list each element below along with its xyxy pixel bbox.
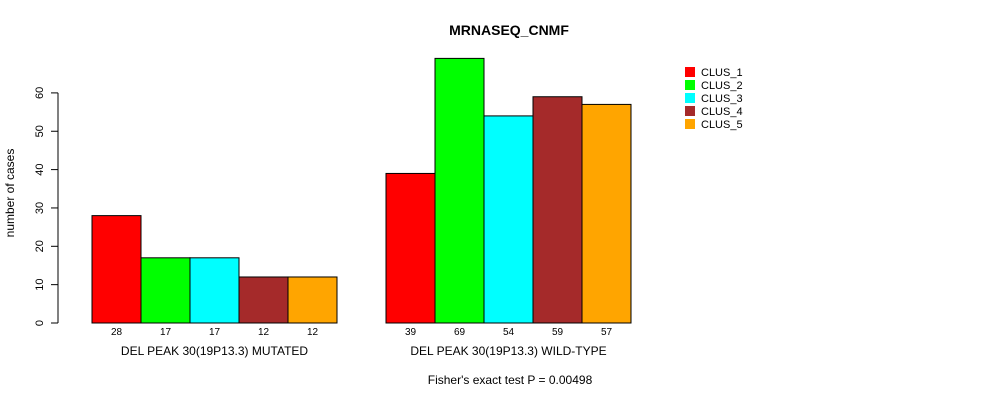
bar-clus-5-group-1 bbox=[287, 276, 338, 324]
bar-clus-4-group-2 bbox=[532, 96, 583, 324]
bar-clus-2-group-2 bbox=[434, 57, 485, 324]
legend-swatch-clus-4 bbox=[685, 106, 695, 116]
count-label-clus-3-group-1: 17 bbox=[209, 327, 221, 338]
bar-clus-3-group-1 bbox=[189, 257, 240, 324]
y-tick-label-10: 10 bbox=[34, 279, 46, 291]
count-label-clus-3-group-2: 54 bbox=[503, 327, 515, 338]
y-tick-label-50: 50 bbox=[34, 125, 46, 137]
y-axis-label: number of cases bbox=[3, 149, 17, 238]
legend-swatch-clus-2 bbox=[685, 80, 695, 90]
y-tick-label-30: 30 bbox=[34, 202, 46, 214]
count-label-clus-2-group-1: 17 bbox=[160, 327, 172, 338]
chart-title: MRNASEQ_CNMF bbox=[449, 22, 569, 38]
bars bbox=[91, 57, 632, 324]
legend-swatch-clus-5 bbox=[685, 119, 695, 129]
y-tick-label-20: 20 bbox=[34, 240, 46, 252]
count-label-clus-4-group-1: 12 bbox=[258, 327, 270, 338]
legend-swatch-clus-1 bbox=[685, 67, 695, 77]
y-tick-label-60: 60 bbox=[34, 87, 46, 99]
legend-label-clus-4: CLUS_4 bbox=[701, 106, 743, 118]
bar-clus-4-group-1 bbox=[238, 276, 289, 324]
group-labels: DEL PEAK 30(19P13.3) MUTATED DEL PEAK 30(… bbox=[121, 344, 607, 358]
count-label-clus-5-group-2: 57 bbox=[601, 327, 613, 338]
count-label-clus-5-group-1: 12 bbox=[307, 327, 319, 338]
bar-clus-3-group-2 bbox=[483, 115, 534, 324]
count-label-clus-1-group-2: 39 bbox=[405, 327, 417, 338]
legend-label-clus-5: CLUS_5 bbox=[701, 119, 743, 131]
group-label-1: DEL PEAK 30(19P13.3) MUTATED bbox=[121, 344, 309, 358]
count-label-clus-4-group-2: 59 bbox=[552, 327, 564, 338]
count-labels: 28 17 17 12 12 39 69 54 59 57 bbox=[111, 327, 613, 338]
legend-label-clus-1: CLUS_1 bbox=[701, 67, 743, 79]
y-tick-label-0: 0 bbox=[34, 320, 46, 326]
count-label-clus-2-group-2: 69 bbox=[454, 327, 466, 338]
bar-clus-1-group-1 bbox=[91, 215, 142, 324]
y-tick-label-40: 40 bbox=[34, 163, 46, 175]
bar-clus-1-group-2 bbox=[385, 172, 436, 324]
group-label-2: DEL PEAK 30(19P13.3) WILD-TYPE bbox=[410, 344, 606, 358]
count-label-clus-1-group-1: 28 bbox=[111, 327, 123, 338]
legend-label-clus-2: CLUS_2 bbox=[701, 80, 743, 92]
bar-clus-2-group-1 bbox=[140, 257, 191, 324]
y-axis: 0 10 20 30 40 50 60 bbox=[34, 87, 59, 326]
bar-clus-5-group-2 bbox=[581, 103, 632, 324]
legend-swatch-clus-3 bbox=[685, 93, 695, 103]
legend-label-clus-3: CLUS_3 bbox=[701, 93, 743, 105]
fisher-test-footnote: Fisher's exact test P = 0.00498 bbox=[428, 373, 593, 387]
